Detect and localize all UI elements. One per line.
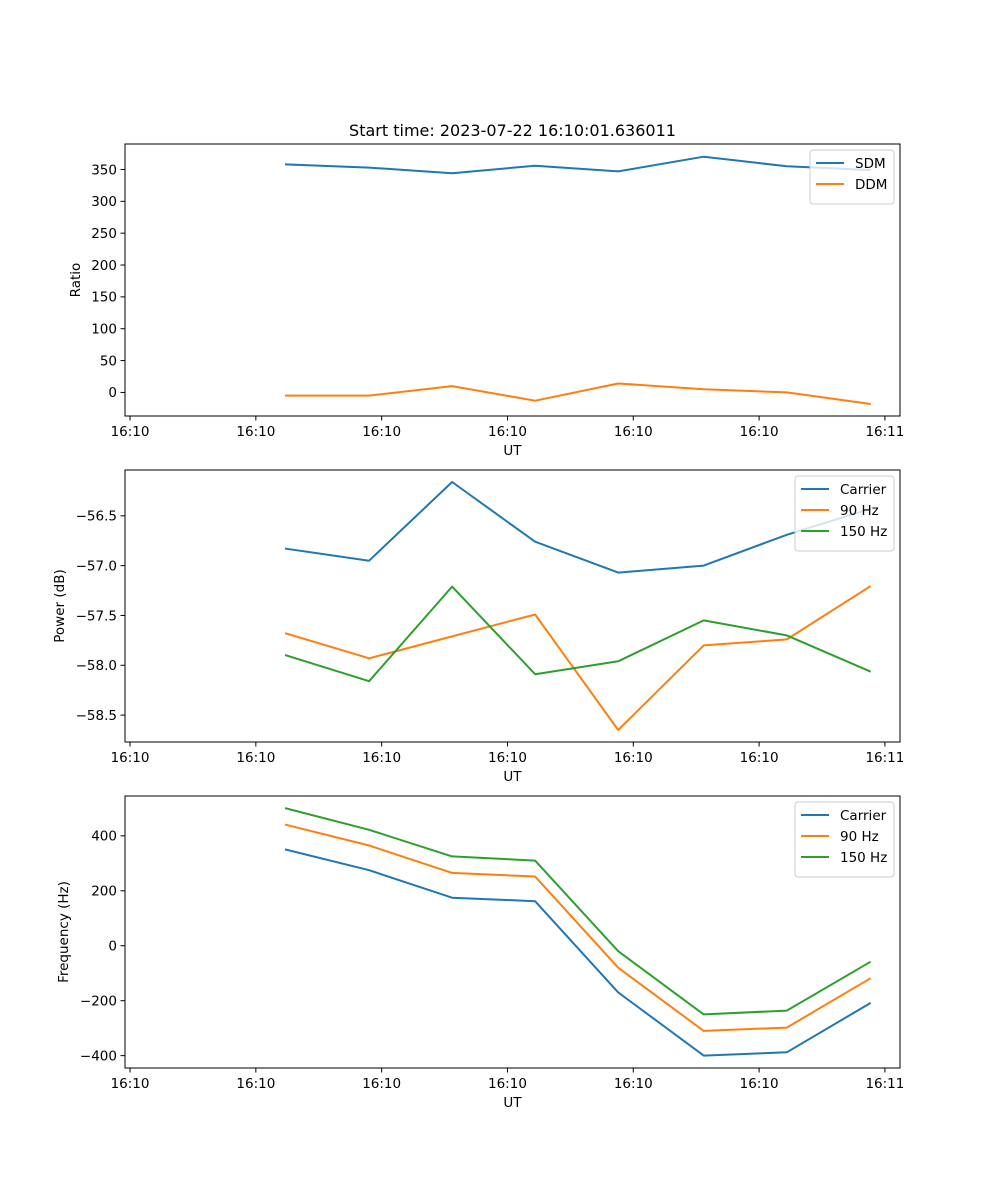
y-axis-label: Power (dB) — [52, 569, 68, 642]
figure-title: Start time: 2023-07-22 16:10:01.636011 — [349, 121, 676, 140]
y-tick-label: 0 — [108, 939, 117, 955]
y-tick-label: 300 — [91, 194, 117, 210]
y-tick-label: 50 — [100, 353, 117, 369]
x-axis-label: UT — [503, 1095, 522, 1111]
y-tick-label: −57.5 — [76, 608, 117, 624]
x-tick-label: 16:10 — [111, 750, 150, 766]
x-tick-label: 16:10 — [111, 1076, 150, 1092]
series-line-ddm — [285, 382, 871, 406]
y-tick-label: −57.0 — [76, 558, 117, 574]
x-tick-label: 16:10 — [740, 1076, 779, 1092]
x-tick-label: 16:10 — [488, 750, 527, 766]
series-line-carrier — [284, 481, 872, 574]
series-line-90-hz — [284, 823, 872, 1032]
series-line-150-hz — [284, 585, 872, 683]
x-tick-label: 16:10 — [614, 750, 653, 766]
legend-label: 150 Hz — [840, 850, 887, 866]
y-tick-label: 150 — [91, 290, 117, 306]
x-tick-label: 16:10 — [614, 424, 653, 440]
x-tick-label: 16:10 — [740, 424, 779, 440]
series-line-150-hz — [284, 807, 872, 1016]
y-axis-label: Ratio — [68, 263, 84, 298]
subplot-2: 16:10 16:10 16:10 16:10 16:10 16:10 16:11 −58.5… — [52, 469, 904, 785]
axes-frame — [124, 469, 901, 743]
legend-label: Carrier — [840, 482, 887, 498]
y-tick-label: −56.5 — [76, 509, 117, 525]
x-tick-label: 16:10 — [236, 1076, 275, 1092]
legend-box — [794, 801, 895, 878]
subplot-3: 16:10 16:10 16:10 16:10 16:10 16:10 16:11 −400 −… — [56, 795, 904, 1111]
legend: Carrier 90 Hz 150 Hz — [794, 475, 895, 552]
y-tick-label: 350 — [91, 162, 117, 178]
y-tick-label: −400 — [80, 1048, 117, 1064]
y-axis-label: Frequency (Hz) — [56, 881, 72, 983]
series-line-90-hz — [284, 585, 872, 731]
subplot-1: 16:10 16:10 16:10 16:10 16:10 16:10 16:11 0 50 10… — [68, 143, 904, 459]
legend: SDM DDM — [809, 149, 895, 205]
x-tick-label: 16:10 — [236, 750, 275, 766]
legend-label: DDM — [855, 177, 887, 193]
x-tick-label: 16:10 — [362, 424, 401, 440]
legend-label: 90 Hz — [840, 503, 879, 519]
legend: Carrier 90 Hz 150 Hz — [794, 801, 895, 878]
legend-label: 90 Hz — [840, 829, 879, 845]
y-tick-label: 200 — [91, 258, 117, 274]
x-tick-label: 16:10 — [362, 750, 401, 766]
x-tick-label: 16:10 — [111, 424, 150, 440]
x-tick-label: 16:10 — [740, 750, 779, 766]
axes-frame — [124, 143, 901, 417]
x-tick-label: 16:10 — [362, 1076, 401, 1092]
x-tick-label: 16:11 — [865, 1076, 904, 1092]
y-tick-label: 100 — [91, 322, 117, 338]
series-line-carrier — [284, 848, 872, 1057]
y-tick-label: −200 — [80, 993, 117, 1009]
y-tick-label: −58.5 — [76, 708, 117, 724]
y-tick-label: 400 — [91, 829, 117, 845]
x-tick-label: 16:10 — [236, 424, 275, 440]
legend-label: 150 Hz — [840, 524, 887, 540]
axes-frame — [124, 795, 901, 1069]
x-tick-label: 16:10 — [488, 1076, 527, 1092]
y-tick-label: 0 — [108, 385, 117, 401]
x-tick-label: 16:11 — [865, 424, 904, 440]
series-line-sdm — [284, 155, 871, 175]
plots: 16:10 16:10 16:10 16:10 16:10 16:10 16:11 0 50 10… — [52, 143, 904, 1111]
legend-label: SDM — [855, 156, 886, 172]
x-tick-label: 16:11 — [865, 750, 904, 766]
y-tick-label: 200 — [91, 884, 117, 900]
y-tick-label: −58.0 — [76, 658, 117, 674]
x-tick-label: 16:10 — [614, 1076, 653, 1092]
y-tick-label: 250 — [91, 226, 117, 242]
x-axis-label: UT — [503, 443, 522, 459]
legend-label: Carrier — [840, 808, 887, 824]
legend-box — [794, 475, 895, 552]
x-tick-label: 16:10 — [488, 424, 527, 440]
x-axis-label: UT — [503, 769, 522, 785]
